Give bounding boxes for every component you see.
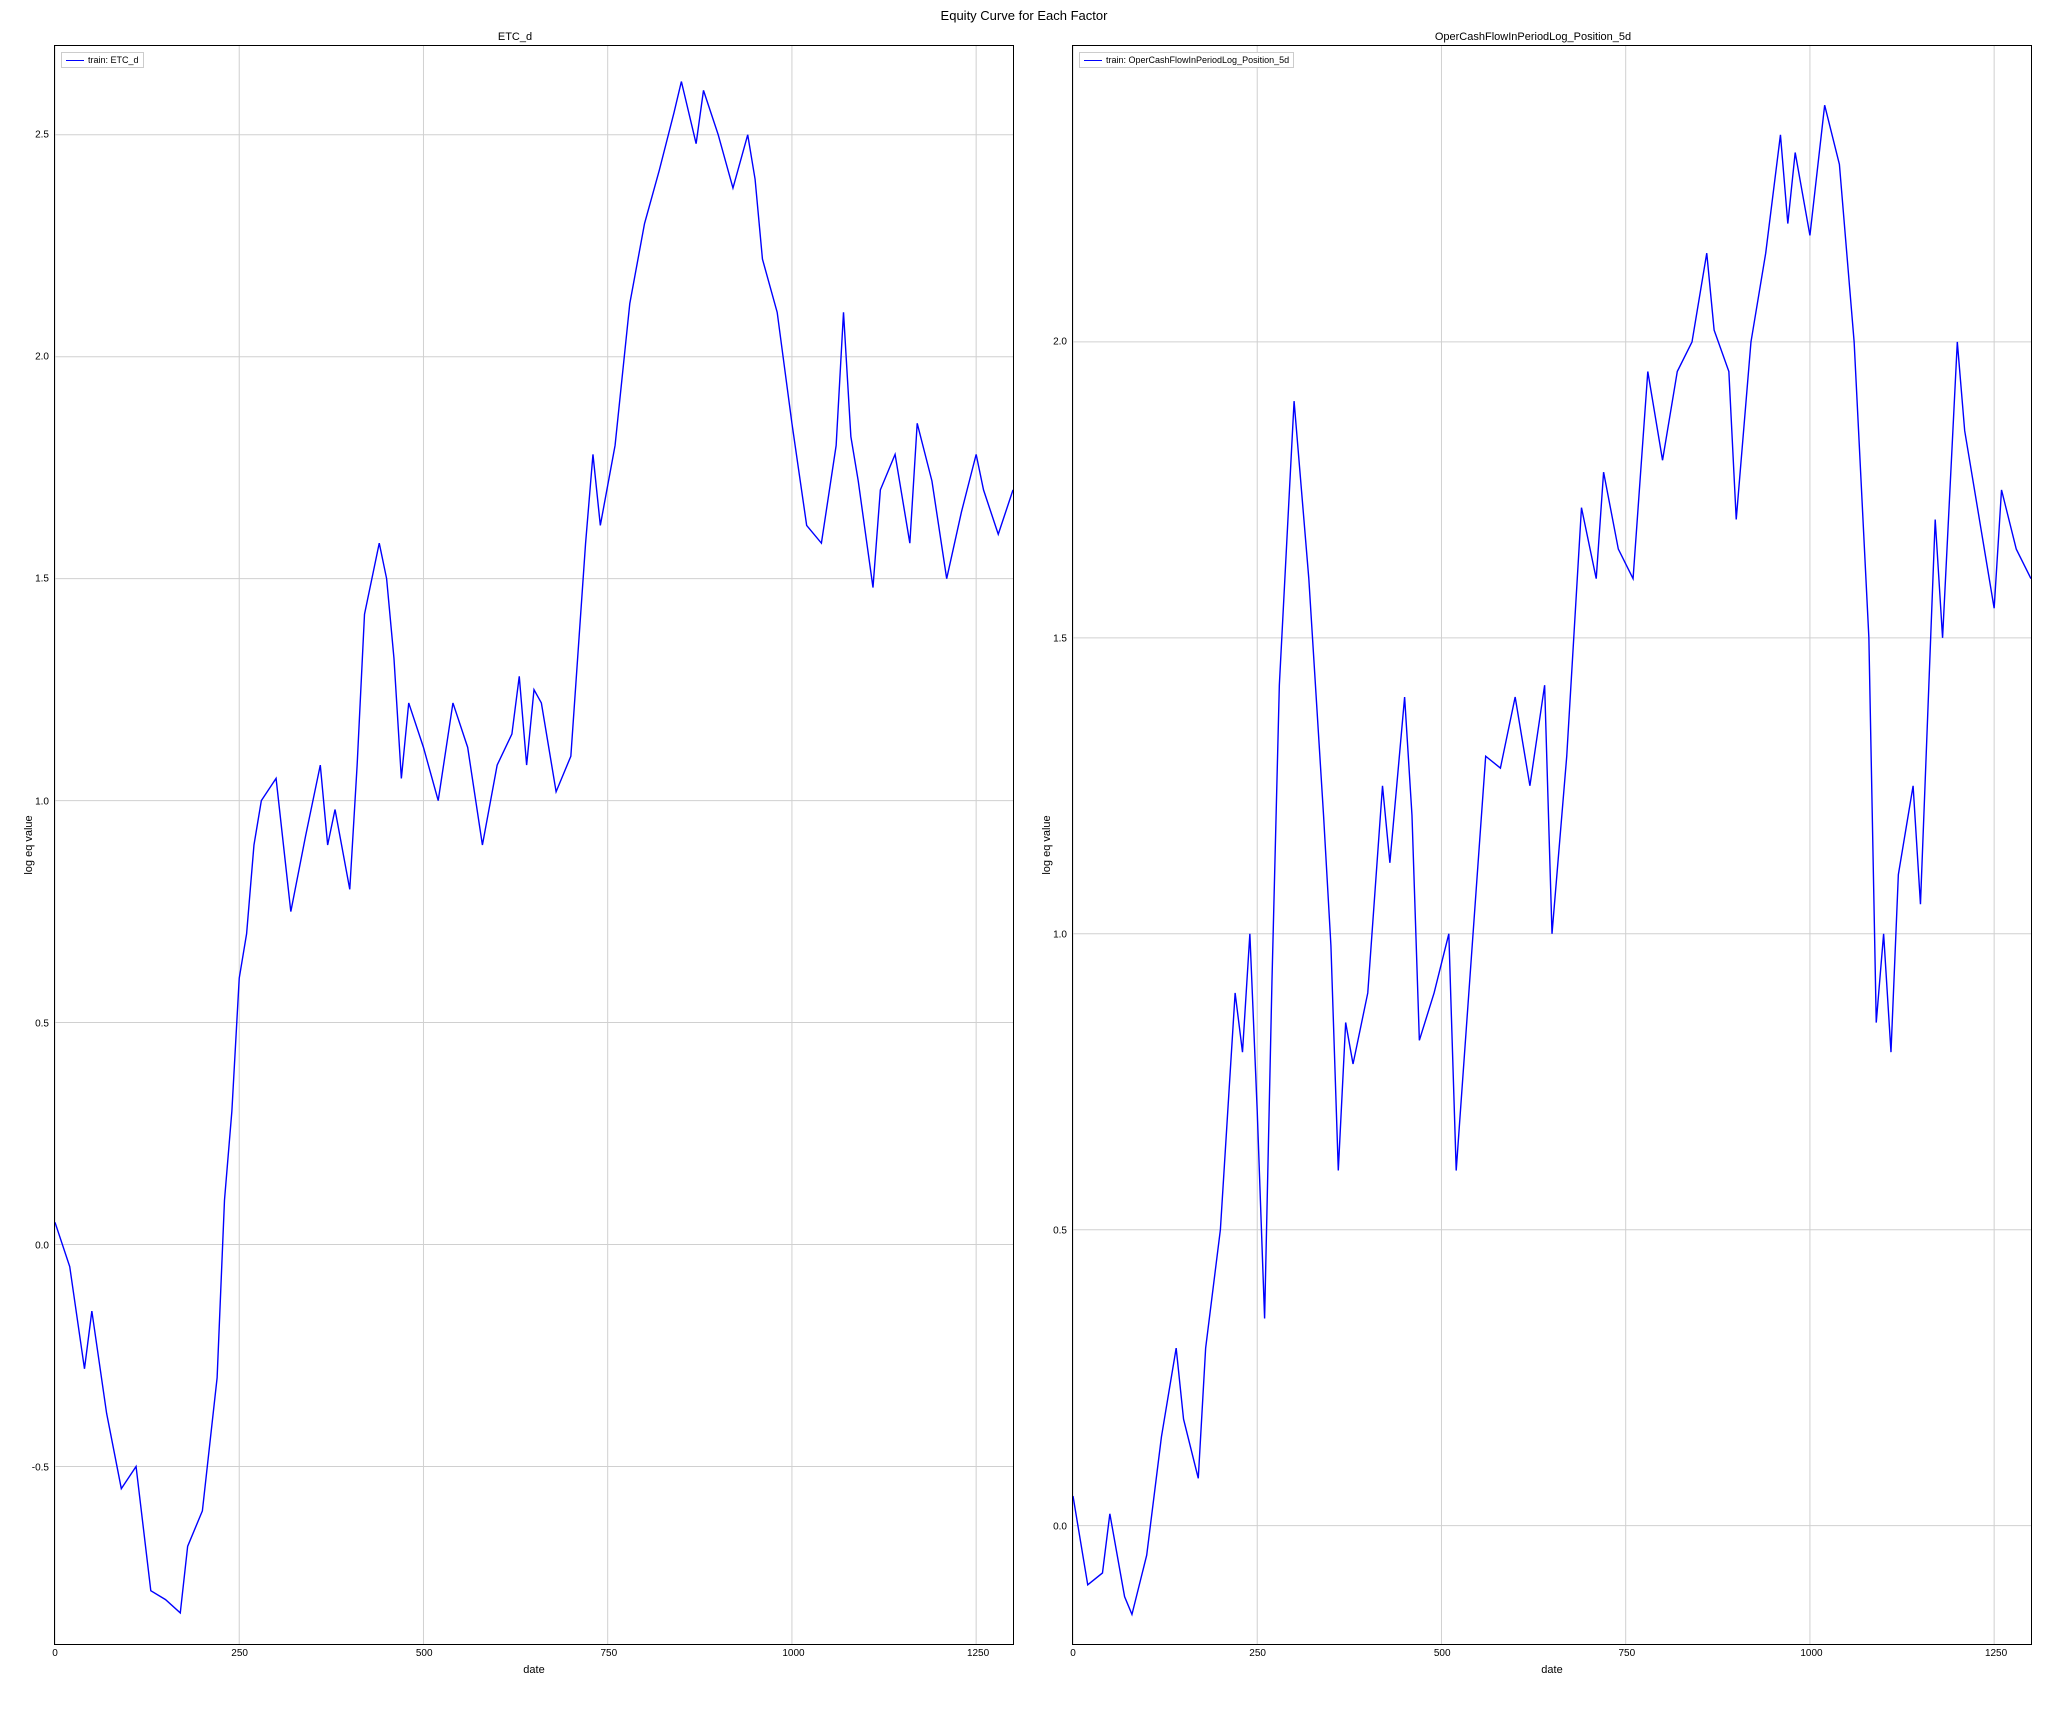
legend-label: train: ETC_d [88, 55, 139, 65]
charts-row: ETC_dtrain: ETC_dlog eq valuedate-0.50.0… [0, 27, 2048, 1689]
y-axis-label: log eq value [23, 815, 35, 874]
legend-swatch [1084, 60, 1102, 61]
plot-svg [55, 46, 1013, 1644]
y-tick-label: -0.5 [32, 1463, 49, 1474]
y-tick-label: 2.0 [1053, 337, 1067, 348]
y-tick-label: 2.0 [35, 352, 49, 363]
chart-title: OperCashFlowInPeriodLog_Position_5d [1028, 27, 2038, 45]
y-tick-label: 1.5 [1053, 633, 1067, 644]
y-tick-label: 0.0 [1053, 1522, 1067, 1533]
x-tick-label: 500 [416, 1648, 433, 1659]
y-tick-label: 1.5 [35, 574, 49, 585]
main-title: Equity Curve for Each Factor [0, 0, 2048, 27]
plot-svg [1073, 46, 2031, 1644]
x-axis-label: date [1541, 1664, 1562, 1676]
x-tick-label: 1000 [782, 1648, 804, 1659]
data-line [55, 82, 1013, 1613]
x-tick-label: 250 [231, 1648, 248, 1659]
plot-wrap: train: ETC_dlog eq valuedate-0.50.00.51.… [54, 45, 1020, 1645]
x-tick-label: 750 [601, 1648, 618, 1659]
x-tick-label: 0 [52, 1648, 58, 1659]
y-tick-label: 0.0 [35, 1241, 49, 1252]
plot-frame: train: ETC_dlog eq valuedate-0.50.00.51.… [54, 45, 1014, 1645]
page-root: Equity Curve for Each Factor ETC_dtrain:… [0, 0, 2048, 1725]
y-tick-label: 2.5 [35, 129, 49, 140]
x-tick-label: 1000 [1800, 1648, 1822, 1659]
x-tick-label: 1250 [967, 1648, 989, 1659]
legend-box: train: OperCashFlowInPeriodLog_Position_… [1079, 52, 1294, 68]
plot-frame: train: OperCashFlowInPeriodLog_Position_… [1072, 45, 2032, 1645]
data-line [1073, 105, 2031, 1614]
legend-label: train: OperCashFlowInPeriodLog_Position_… [1106, 55, 1289, 65]
legend-box: train: ETC_d [61, 52, 144, 68]
plot-wrap: train: OperCashFlowInPeriodLog_Position_… [1072, 45, 2038, 1645]
y-tick-label: 1.0 [1053, 929, 1067, 940]
y-axis-label: log eq value [1041, 815, 1053, 874]
chart-title: ETC_d [10, 27, 1020, 45]
y-tick-label: 0.5 [1053, 1226, 1067, 1237]
chart-panel: ETC_dtrain: ETC_dlog eq valuedate-0.50.0… [10, 27, 1020, 1689]
x-tick-label: 250 [1249, 1648, 1266, 1659]
x-tick-label: 1250 [1985, 1648, 2007, 1659]
x-axis-label: date [523, 1664, 544, 1676]
legend-swatch [66, 60, 84, 61]
x-tick-label: 500 [1434, 1648, 1451, 1659]
y-tick-label: 0.5 [35, 1018, 49, 1029]
x-tick-label: 750 [1619, 1648, 1636, 1659]
x-tick-label: 0 [1070, 1648, 1076, 1659]
y-tick-label: 1.0 [35, 796, 49, 807]
chart-panel: OperCashFlowInPeriodLog_Position_5dtrain… [1028, 27, 2038, 1689]
